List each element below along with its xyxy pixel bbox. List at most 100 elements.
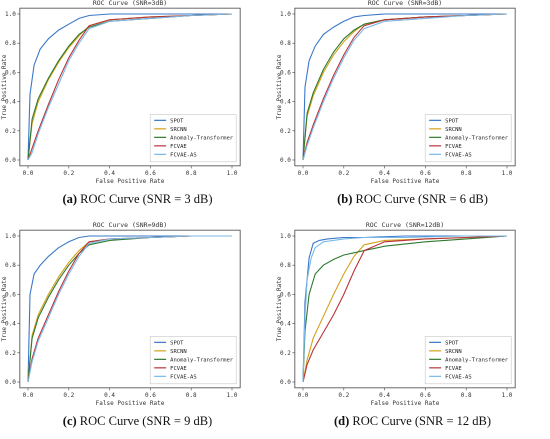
y-tick-label: 0.2 <box>280 350 291 357</box>
y-tick-label: 0.0 <box>280 379 291 386</box>
chart-title: ROC Curve (SNR=12dB) <box>366 222 444 229</box>
caption-d: (d) ROC Curve (SNR = 12 dB) <box>275 414 550 429</box>
plot-frame <box>19 7 241 167</box>
legend-label-srcnn: SRCNN <box>445 127 462 133</box>
legend-label-fcvae: FCVAE <box>170 366 187 372</box>
y-tick-label: 0.8 <box>5 262 16 269</box>
y-tick-label: 0.8 <box>280 262 291 269</box>
x-tick-label: 0.4 <box>379 170 390 177</box>
legend-label-anomaly-transformer: Anomaly-Transformer <box>445 357 509 363</box>
plot-frame <box>294 229 516 389</box>
y-axis-label: True Positive Rate <box>1 54 8 119</box>
x-tick-label: 0.2 <box>338 392 349 399</box>
y-tick-label: 0.2 <box>5 350 16 357</box>
y-tick-label: 0.4 <box>280 99 291 106</box>
y-tick-label: 0.6 <box>280 291 291 298</box>
y-tick-label: 1.0 <box>280 11 291 18</box>
legend-label-fcvae: FCVAE <box>170 144 187 150</box>
x-tick-label: 0.0 <box>298 170 309 177</box>
y-tick-label: 1.0 <box>5 233 16 240</box>
legend-label-fcvae-as: FCVAE-AS <box>445 374 472 380</box>
x-tick-label: 0.6 <box>145 392 156 399</box>
x-tick-label: 0.0 <box>298 392 309 399</box>
legend-label-spot: SPOT <box>170 118 184 124</box>
caption-text-c: ROC Curve (SNR = 9 dB) <box>79 414 213 428</box>
series-line-fcvae <box>27 13 233 161</box>
series-line-fcvae <box>302 235 508 383</box>
x-tick-label: 0.0 <box>23 170 34 177</box>
y-tick-label: 0.6 <box>280 69 291 76</box>
y-tick-label: 0.4 <box>5 321 16 328</box>
legend-label-anomaly-transformer: Anomaly-Transformer <box>170 135 234 141</box>
x-tick-label: 1.0 <box>502 170 513 177</box>
chart-panel-a: ROC Curve (SNR=3dB) 0.0 0.2 0.4 0.6 0.8 1.0 0.0… <box>0 0 275 217</box>
x-axis-label: False Positive Rate <box>96 400 165 407</box>
plot-frame <box>19 229 241 389</box>
x-tick-label: 0.8 <box>461 170 472 177</box>
x-tick-label: 0.6 <box>420 170 431 177</box>
x-tick-label: 0.4 <box>104 170 115 177</box>
chart-panel-b: ROC Curve (SNR=3dB) 0.0 0.2 0.4 0.6 0.8 1.0 0.0… <box>275 0 550 217</box>
series-line-fcvae-as <box>27 13 233 161</box>
x-tick-label: 0.4 <box>379 392 390 399</box>
series-line-fcvae <box>302 13 508 161</box>
x-tick-label: 1.0 <box>502 392 513 399</box>
y-tick-label: 0.2 <box>280 128 291 135</box>
y-tick-label: 0.0 <box>280 157 291 164</box>
x-tick-label: 0.2 <box>338 170 349 177</box>
roc-chart-c: ROC Curve (SNR=9dB) 0.0 0.2 0.4 0.6 0.8 1.0 0.0… <box>1 222 241 407</box>
legend-label-fcvae: FCVAE <box>445 144 462 150</box>
x-tick-label: 0.4 <box>104 392 115 399</box>
roc-chart-d: ROC Curve (SNR=12dB) 0.0 0.2 0.4 0.6 0.8 1.0 0.… <box>276 222 516 407</box>
series-line-fcvae-as <box>302 235 507 383</box>
x-tick-label: 1.0 <box>227 392 238 399</box>
series-line-anomaly-transformer <box>302 235 508 383</box>
legend-label-fcvae-as: FCVAE-AS <box>170 152 197 158</box>
x-tick-label: 0.2 <box>63 392 74 399</box>
legend-label-fcvae-as: FCVAE-AS <box>170 374 197 380</box>
chart-panel-d: ROC Curve (SNR=12dB) 0.0 0.2 0.4 0.6 0.8 1.0 0.… <box>275 222 550 439</box>
legend-label-fcvae: FCVAE <box>445 366 462 372</box>
series-line-spot <box>27 235 232 383</box>
roc-chart-b: ROC Curve (SNR=3dB) 0.0 0.2 0.4 0.6 0.8 1.0 0.0… <box>276 0 516 185</box>
chart-title: ROC Curve (SNR=3dB) <box>368 0 442 7</box>
y-tick-label: 0.0 <box>5 157 16 164</box>
series-line-fcvae-as <box>27 235 232 383</box>
caption-text-a: ROC Curve (SNR = 3 dB) <box>80 192 213 206</box>
legend-label-srcnn: SRCNN <box>445 349 462 355</box>
chart-panel-c: ROC Curve (SNR=9dB) 0.0 0.2 0.4 0.6 0.8 1.0 0.0… <box>0 222 275 439</box>
roc-chart-a: ROC Curve (SNR=3dB) 0.0 0.2 0.4 0.6 0.8 1.0 0.0… <box>1 0 241 185</box>
x-tick-label: 0.6 <box>420 392 431 399</box>
y-tick-label: 0.2 <box>5 128 16 135</box>
series-line-fcvae-as <box>302 13 508 161</box>
legend-label-srcnn: SRCNN <box>170 349 187 355</box>
caption-letter-d: (d) <box>333 414 350 428</box>
legend-label-anomaly-transformer: Anomaly-Transformer <box>445 135 509 141</box>
y-tick-label: 1.0 <box>280 233 291 240</box>
legend-label-spot: SPOT <box>170 340 184 346</box>
y-tick-label: 0.8 <box>280 40 291 47</box>
x-tick-label: 0.0 <box>23 392 34 399</box>
chart-title: ROC Curve (SNR=3dB) <box>93 0 167 7</box>
x-tick-label: 1.0 <box>227 170 238 177</box>
plot-frame <box>294 7 516 167</box>
y-tick-label: 0.4 <box>5 99 16 106</box>
chart-title: ROC Curve (SNR=9dB) <box>93 222 167 229</box>
x-tick-label: 0.6 <box>145 170 156 177</box>
y-axis-label: True Positive Rate <box>1 276 8 341</box>
caption-b: (b) ROC Curve (SNR = 6 dB) <box>275 192 550 207</box>
y-axis-label: True Positive Rate <box>276 276 283 341</box>
y-tick-label: 0.0 <box>5 379 16 386</box>
legend-label-fcvae-as: FCVAE-AS <box>445 152 472 158</box>
y-axis-label: True Positive Rate <box>276 54 283 119</box>
legend-label-anomaly-transformer: Anomaly-Transformer <box>170 357 234 363</box>
y-tick-label: 0.6 <box>5 291 16 298</box>
x-tick-label: 0.8 <box>186 170 197 177</box>
caption-text-d: ROC Curve (SNR = 12 dB) <box>352 414 492 428</box>
x-tick-label: 0.8 <box>461 392 472 399</box>
series-line-spot <box>302 235 507 383</box>
legend-label-spot: SPOT <box>445 118 459 124</box>
caption-c: (c) ROC Curve (SNR = 9 dB) <box>0 414 275 429</box>
y-tick-label: 0.8 <box>5 40 16 47</box>
legend-label-spot: SPOT <box>445 340 459 346</box>
